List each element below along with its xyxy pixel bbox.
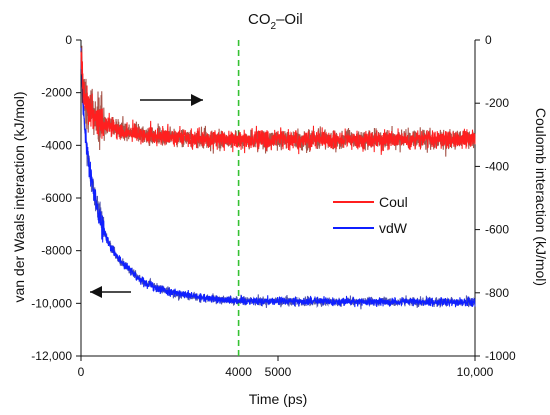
right-y-tick-label: 0: [485, 33, 492, 47]
legend-layer: Coul vdW: [333, 194, 408, 236]
reference-layer: 4000: [225, 40, 252, 379]
x-tick-label: 10,000: [457, 365, 494, 379]
reference-line-label: 4000: [225, 365, 252, 379]
series-vdw-noise-shadow: [80, 52, 476, 310]
right-y-tick-label: -1000: [485, 349, 516, 363]
right-y-tick-label: -400: [485, 159, 509, 173]
legend-coul-label: Coul: [379, 194, 408, 210]
chart-title-suffix: –Oil: [276, 11, 303, 28]
left-y-tick-label: -10,000: [31, 296, 72, 310]
series-vdw-line: [80, 47, 476, 308]
x-axis-label: Time (ps): [249, 391, 308, 407]
right-axis-label: Coulomb interaction (kJ/mol): [533, 108, 549, 286]
left-y-tick-label: 0: [65, 33, 72, 47]
right-y-tick-label: -600: [485, 223, 509, 237]
x-tick-label: 0: [78, 365, 85, 379]
annotation-layer: [90, 94, 203, 298]
chart-title-prefix: CO: [248, 11, 271, 28]
right-y-tick-label: -800: [485, 286, 509, 300]
left-axis-label: van der Waals interaction (kJ/mol): [11, 91, 27, 302]
x-tick-label: 5000: [265, 365, 292, 379]
chart-title: CO2–Oil: [248, 11, 303, 32]
series-layer: [80, 45, 476, 310]
chart-title-subscript: 2: [271, 21, 277, 32]
right-y-tick-label: -200: [485, 96, 509, 110]
left-y-tick-label: -12,000: [31, 349, 72, 363]
axes-layer: 0 5000 10,0000-2000-4000-6000-8000-10,000-…: [31, 33, 516, 379]
left-y-tick-label: -8000: [41, 244, 72, 258]
left-y-tick-label: -2000: [41, 86, 72, 100]
left-y-tick-label: -6000: [41, 191, 72, 205]
legend-vdw-label: vdW: [379, 220, 408, 236]
left-y-tick-label: -4000: [41, 138, 72, 152]
series-coul-line: [80, 52, 476, 155]
